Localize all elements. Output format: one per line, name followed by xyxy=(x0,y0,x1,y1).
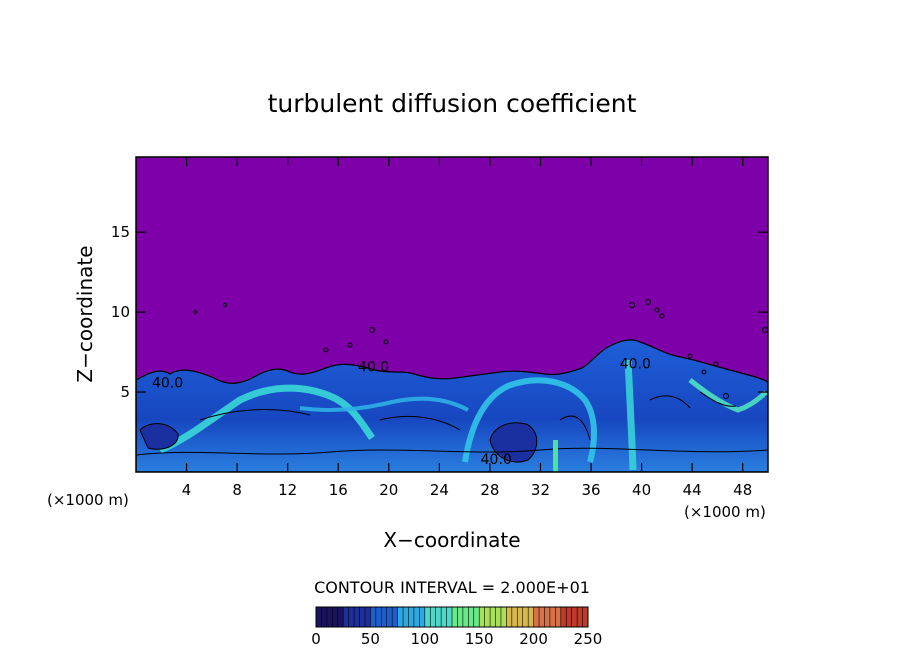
colorbar-cell xyxy=(370,607,377,627)
colorbar-cell xyxy=(457,607,464,627)
colorbar-cell xyxy=(343,607,349,627)
colorbar-cell xyxy=(381,607,388,627)
colorbar-cell xyxy=(539,607,545,627)
colorbar-cell xyxy=(468,607,475,627)
colorbar-cell xyxy=(424,607,431,627)
x-tick-label: 48 xyxy=(733,481,752,499)
colorbar-cell xyxy=(560,607,567,627)
colorbar-cell xyxy=(326,607,333,627)
x-unit-right: (×1000 m) xyxy=(684,503,766,521)
colorbar-cell xyxy=(408,607,415,627)
y-tick-label: 15 xyxy=(111,223,130,241)
x-tick-label: 24 xyxy=(430,481,449,499)
contour-labels: 40.0 40.0 40.0 40.0 xyxy=(152,356,651,468)
contour-label: 40.0 xyxy=(152,375,183,391)
x-tick-label: 32 xyxy=(531,481,550,499)
contour-label: 40.0 xyxy=(358,359,389,375)
colorbar-cell xyxy=(555,607,562,627)
colorbar-cell xyxy=(332,607,339,627)
colorbar-cell xyxy=(533,607,540,627)
colorbar-cell xyxy=(462,607,469,627)
x-unit-left: (×1000 m) xyxy=(47,491,129,509)
contour-lines xyxy=(136,391,768,456)
colorbar-cell xyxy=(446,607,453,627)
colorbar-cell xyxy=(571,607,578,627)
colorbar-cell xyxy=(403,607,409,627)
x-tick-label: 4 xyxy=(182,481,192,499)
colorbar-cell xyxy=(364,607,371,627)
colorbar-cell xyxy=(321,607,328,627)
y-tick-label: 5 xyxy=(120,383,130,401)
x-axis-label: X−coordinate xyxy=(383,528,520,552)
colorbar-tick-label: 150 xyxy=(465,630,494,648)
contour-interval-text: CONTOUR INTERVAL = 2.000E+01 xyxy=(314,578,590,597)
colorbar-cell xyxy=(354,607,360,627)
colorbar-tick-labels: 0 50 100 150 200 250 xyxy=(311,630,602,648)
x-tick-label: 20 xyxy=(379,481,398,499)
cyan-band-4 xyxy=(688,378,768,413)
deep-blue-pocket-2 xyxy=(139,423,179,450)
colorbar-cell xyxy=(517,607,524,627)
colorbar-cell xyxy=(484,607,491,627)
y-tick-label: 10 xyxy=(111,303,130,321)
colorbar-frame xyxy=(315,606,589,628)
colorbar-cell xyxy=(500,607,507,627)
chart-title: turbulent diffusion coefficient xyxy=(268,89,637,118)
plot-frame xyxy=(135,156,769,473)
colorbar-cell xyxy=(544,607,551,627)
green-spike xyxy=(553,440,558,472)
colorbar-tick-label: 0 xyxy=(311,630,321,648)
colorbar-cell xyxy=(506,607,513,627)
colorbar-cell xyxy=(337,607,344,627)
colorbar-cell xyxy=(316,607,322,627)
colorbar-cell xyxy=(392,607,398,627)
contour-label: 40.0 xyxy=(620,356,651,372)
colorbar-tick-label: 200 xyxy=(519,630,548,648)
x-tick-label: 28 xyxy=(480,481,499,499)
colorbar-cell xyxy=(479,607,485,627)
colorbar-cell xyxy=(522,607,529,627)
colorbar-tick-label: 50 xyxy=(361,630,380,648)
colorbar-cell xyxy=(441,607,447,627)
colorbar-tick-label: 100 xyxy=(410,630,439,648)
contour-label: 40.0 xyxy=(481,452,512,468)
colorbar-cell xyxy=(528,607,534,627)
colorbar-cell xyxy=(386,607,393,627)
x-tick-label: 36 xyxy=(581,481,600,499)
colorbar-cell xyxy=(435,607,442,627)
colorbar-cell xyxy=(490,607,496,627)
x-tick-label: 44 xyxy=(683,481,702,499)
cyan-band-2 xyxy=(462,377,598,463)
x-axis: 4 8 12 16 20 24 28 32 36 40 44 48 xyxy=(182,157,752,499)
colorbar-cell xyxy=(419,607,426,627)
y-axis-label: Z−coordinate xyxy=(73,245,97,382)
x-tick-label: 16 xyxy=(329,481,348,499)
colorbar-cell xyxy=(473,607,480,627)
colorbar-cell xyxy=(495,607,502,627)
heatmap-field xyxy=(136,157,768,472)
colorbar xyxy=(315,606,589,628)
colorbar-tick-label: 250 xyxy=(574,630,603,648)
cyan-band-3 xyxy=(624,359,637,471)
colorbar-cell xyxy=(348,607,355,627)
colorbar-cell xyxy=(582,607,589,627)
colorbar-cell xyxy=(566,607,572,627)
y-axis: 5 10 15 xyxy=(111,223,768,401)
turbulent-layer xyxy=(136,339,768,472)
x-tick-label: 12 xyxy=(278,481,297,499)
colorbar-cell xyxy=(430,607,436,627)
x-tick-label: 8 xyxy=(232,481,242,499)
x-tick-label: 40 xyxy=(632,481,651,499)
colorbar-cell xyxy=(511,607,518,627)
colorbar-cell xyxy=(397,607,404,627)
colorbar-cell xyxy=(577,607,583,627)
colorbar-cell xyxy=(359,607,366,627)
cyan-band-5 xyxy=(299,396,469,412)
colorbar-cell xyxy=(452,607,458,627)
colorbar-cell xyxy=(375,607,382,627)
colorbar-cell xyxy=(413,607,420,627)
colorbar-cell xyxy=(549,607,556,627)
